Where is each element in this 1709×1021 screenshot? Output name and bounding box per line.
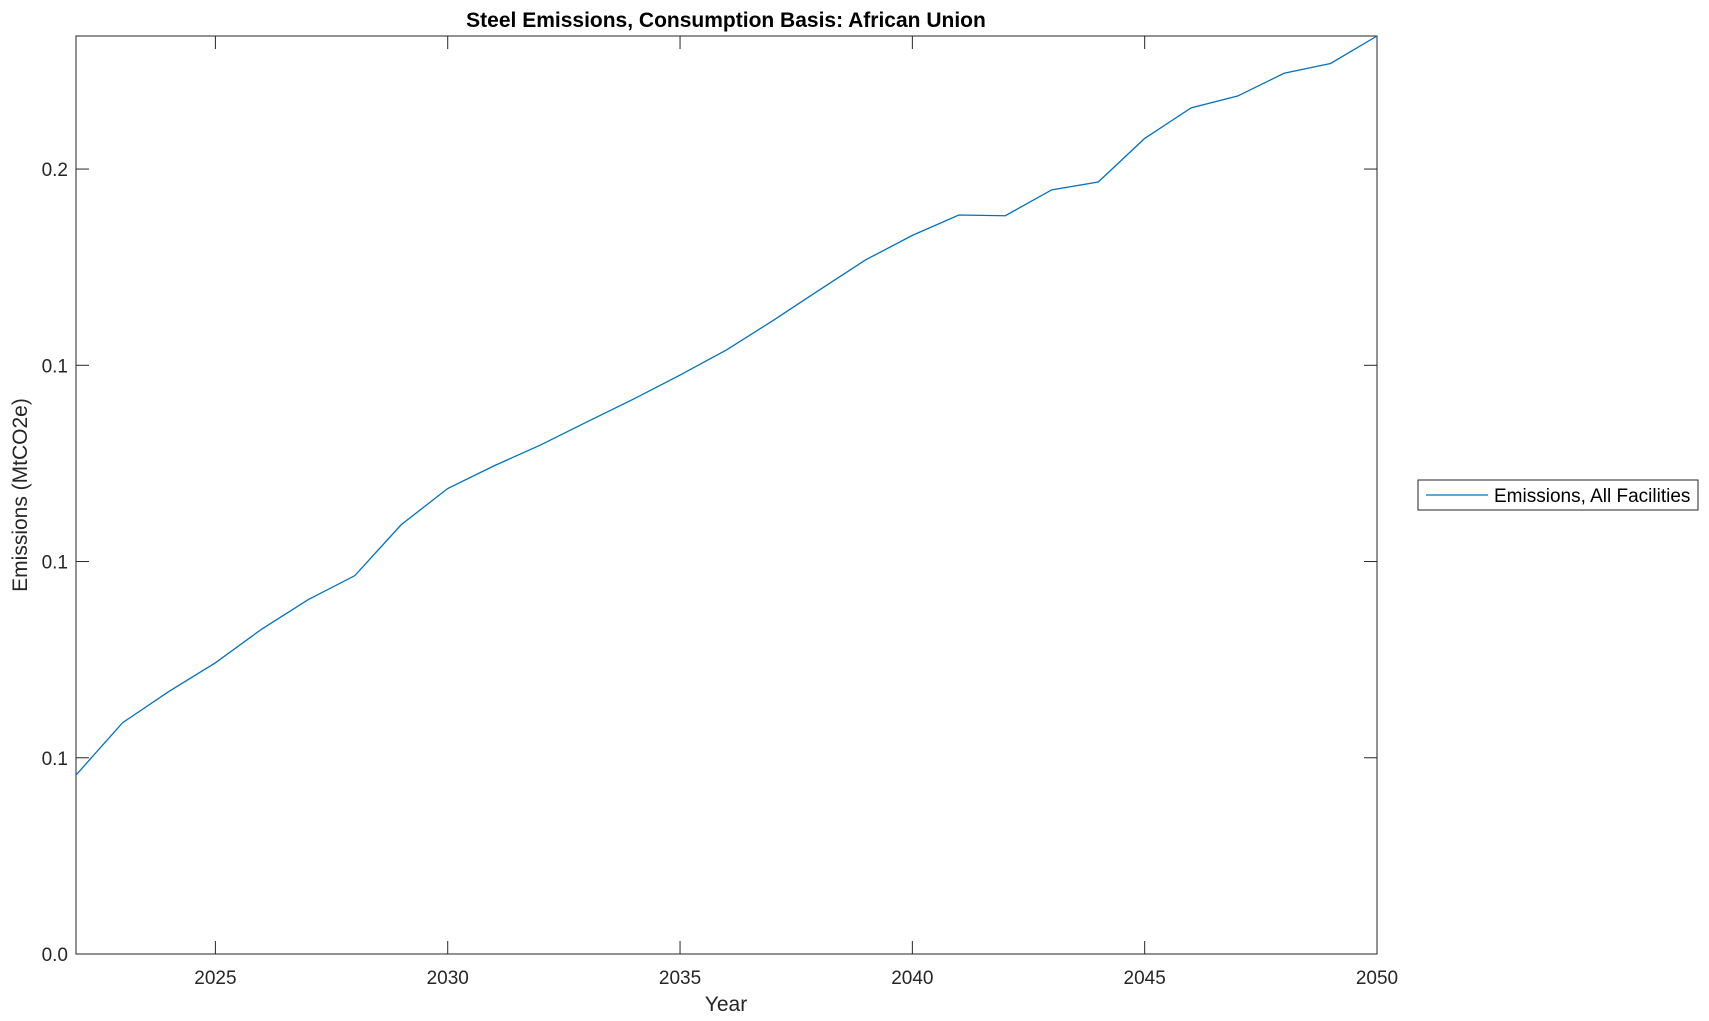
y-tick-label: 0.1 bbox=[42, 356, 68, 377]
y-tick-label: 0.1 bbox=[42, 553, 68, 574]
x-axis-label: Year bbox=[705, 993, 747, 1016]
x-tick-label: 2045 bbox=[1124, 968, 1166, 989]
x-tick-label: 2030 bbox=[427, 968, 469, 989]
x-tick-label: 2040 bbox=[891, 968, 933, 989]
x-tick-label: 2025 bbox=[194, 968, 236, 989]
series-line-emissions-all-facilities bbox=[75, 35, 1378, 776]
y-axis-label: Emissions (MtCO2e) bbox=[9, 398, 32, 592]
y-tick-label: 0.1 bbox=[42, 749, 68, 770]
x-tick-label: 2035 bbox=[659, 968, 701, 989]
plot-area bbox=[75, 35, 1378, 955]
chart-title: Steel Emissions, Consumption Basis: Afri… bbox=[466, 9, 986, 32]
x-tick-label: 2050 bbox=[1356, 968, 1398, 989]
y-tick-label: 0.0 bbox=[42, 945, 68, 966]
legend-label: Emissions, All Facilities bbox=[1494, 486, 1690, 507]
y-tick-label: 0.2 bbox=[42, 160, 68, 181]
legend[interactable]: Emissions, All Facilities bbox=[1417, 479, 1699, 511]
